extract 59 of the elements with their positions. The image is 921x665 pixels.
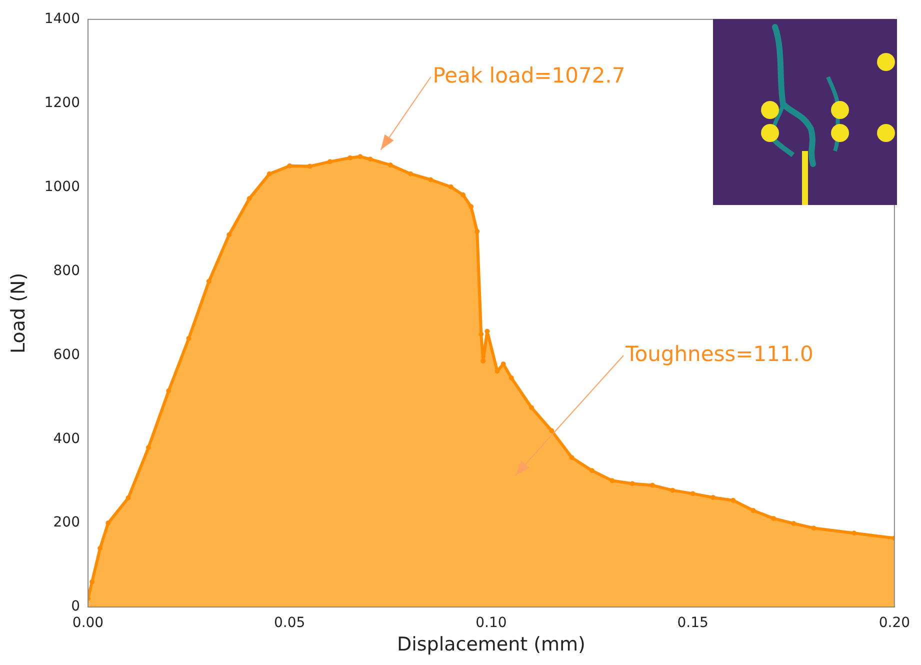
point (307, 164, 312, 169)
point (770, 516, 776, 521)
point (146, 445, 151, 450)
point (348, 155, 353, 160)
point (106, 520, 111, 526)
point (388, 162, 393, 168)
y-tick-label: 200 (53, 514, 80, 531)
point (460, 192, 466, 198)
point (529, 405, 534, 410)
point (710, 494, 716, 500)
point (126, 495, 131, 500)
y-tick-label: 800 (53, 262, 80, 279)
x-tick-label: 0.00 (72, 615, 104, 632)
point (610, 478, 615, 484)
point (690, 491, 696, 496)
point (327, 159, 332, 164)
y-tick-label: 1400 (44, 11, 80, 28)
y-tick-label: 0 (71, 598, 80, 615)
point (287, 163, 292, 168)
point (408, 171, 414, 176)
point (266, 171, 272, 176)
annotation: Toughness=111.0 (624, 342, 814, 366)
y-tick-label: 1200 (44, 94, 80, 111)
x-tick-label: 0.10 (476, 615, 507, 632)
point (90, 579, 95, 584)
point (226, 232, 232, 238)
x-tick-label: 0.20 (878, 615, 910, 632)
point (811, 526, 816, 531)
point (590, 468, 595, 474)
point (428, 177, 434, 182)
point (166, 388, 172, 394)
point (246, 196, 252, 202)
point (730, 498, 736, 503)
y-tick-label: 600 (53, 346, 80, 363)
point (448, 184, 454, 190)
point (358, 154, 363, 160)
point (508, 375, 514, 380)
point (670, 488, 676, 493)
y-axis-title: Load (N) (7, 272, 30, 354)
point (468, 204, 474, 210)
point (98, 546, 103, 551)
point (852, 530, 857, 536)
point (630, 481, 635, 486)
point (186, 336, 192, 341)
point (478, 332, 484, 337)
point (569, 455, 574, 460)
point (368, 156, 373, 162)
x-tick-label: 0.05 (274, 615, 306, 632)
point (549, 428, 554, 434)
point (480, 358, 486, 364)
y-tick-label: 400 (53, 430, 80, 447)
point (791, 520, 796, 526)
annotation: Peak load=1072.7 (432, 63, 626, 88)
x-axis-title: Displacement (mm) (396, 634, 586, 656)
point (750, 508, 756, 513)
x-tick-label: 0.15 (677, 615, 708, 632)
point (474, 228, 480, 234)
y-tick-label: 1000 (44, 178, 80, 195)
point (206, 278, 212, 284)
